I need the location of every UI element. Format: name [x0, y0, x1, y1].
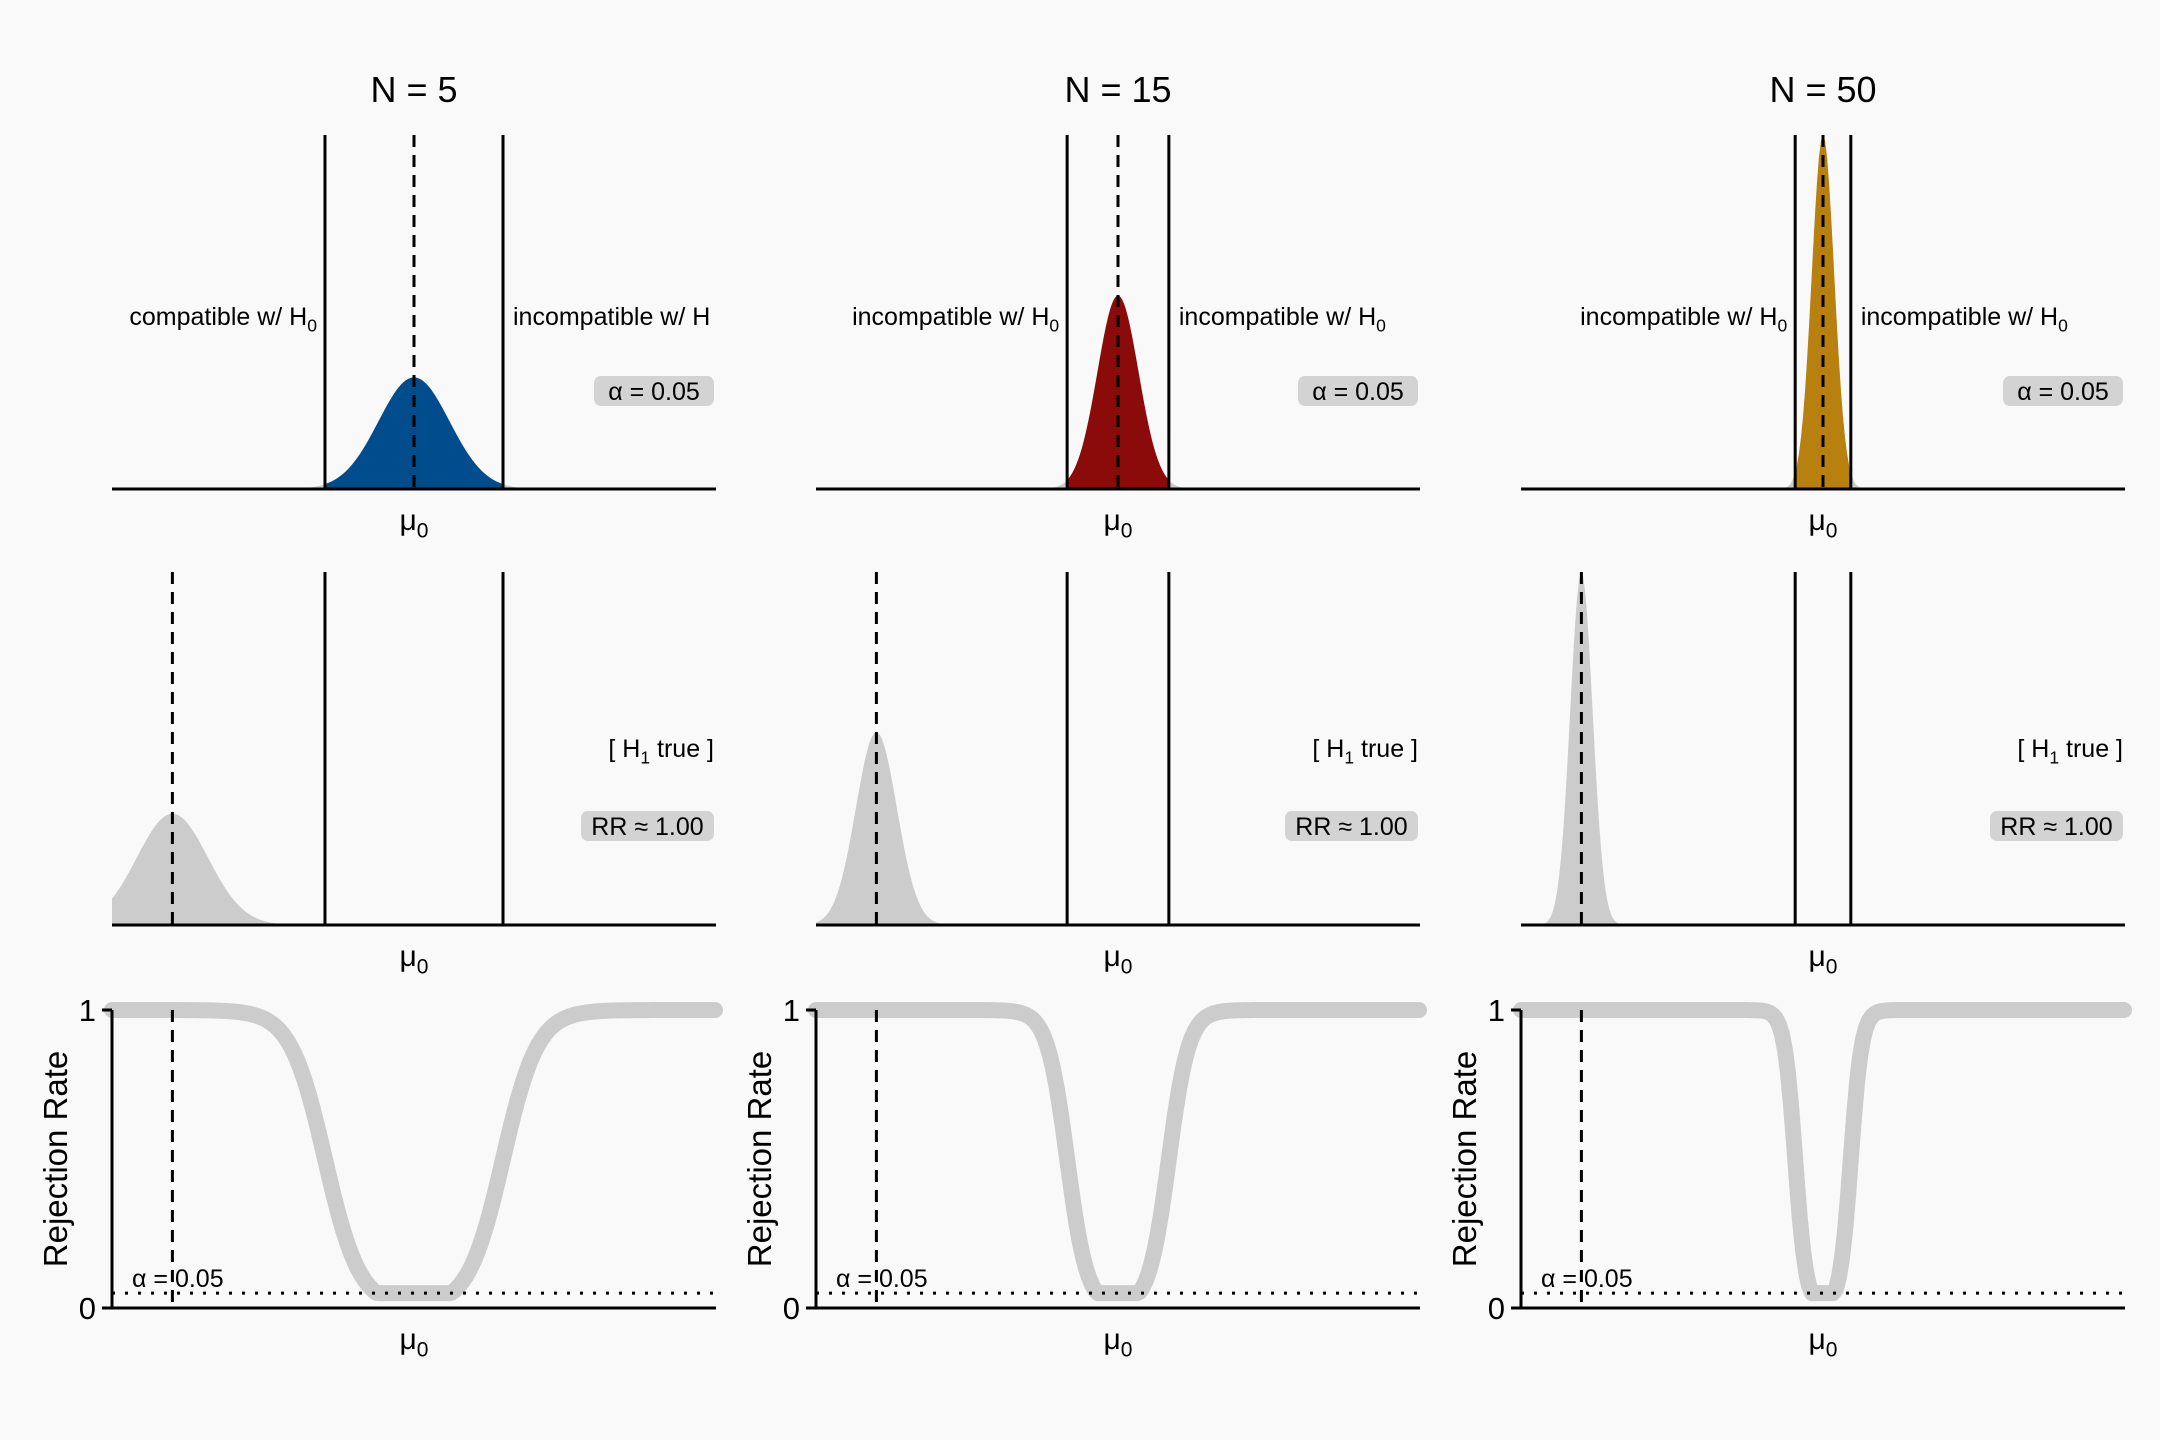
x-tick-label: μ0	[400, 940, 429, 979]
x-tick-label: μ0	[400, 504, 429, 543]
null-left-label: compatible w/ H0	[129, 303, 317, 335]
alpha-badge-bg	[594, 376, 714, 406]
h1-sampling-area	[1521, 572, 2125, 925]
alpha-line-label: α = 0.05	[1541, 1265, 1633, 1293]
panel-title: N = 15	[1064, 69, 1171, 110]
acceptance-area	[1067, 295, 1169, 489]
alpha-line-label: α = 0.05	[836, 1265, 928, 1293]
y-tick-label: 0	[79, 1291, 96, 1326]
y-axis-label: Rejection Rate	[1446, 1051, 1483, 1267]
null-right-label: incompatible w/ H0	[1179, 303, 1386, 335]
x-tick-label: μ0	[1809, 940, 1838, 979]
acceptance-area	[1795, 135, 1851, 489]
alpha-badge: α = 0.05	[2017, 378, 2109, 406]
rr-badge: RR ≈ 1.00	[591, 813, 703, 841]
alpha-badge: α = 0.05	[1312, 378, 1404, 406]
rr-badge-bg	[581, 811, 714, 841]
panel-title: N = 5	[370, 69, 457, 110]
y-axis-label: Rejection Rate	[741, 1051, 778, 1267]
x-tick-label: μ0	[1104, 504, 1133, 543]
h1-true-label: [ H1 true ]	[1312, 735, 1418, 767]
null-right-label: incompatible w/ H	[513, 303, 710, 331]
null-left-label: incompatible w/ H0	[852, 303, 1059, 335]
h1-true-label: [ H1 true ]	[2017, 735, 2123, 767]
x-tick-label: μ0	[1809, 504, 1838, 543]
y-tick-label: 1	[1488, 993, 1505, 1028]
panel-1: N = 5 μ0 compatible w/ H0 incompatible w/ H…	[37, 69, 723, 1362]
panel-2: N = 15 μ0 incompatible w/ H0 incompatible w…	[741, 69, 1427, 1362]
x-tick-label: μ0	[1809, 1323, 1838, 1362]
alpha-badge: α = 0.05	[608, 378, 700, 406]
null-right-label: incompatible w/ H0	[1861, 303, 2068, 335]
panels: N = 5 μ0 compatible w/ H0 incompatible w/ H…	[37, 69, 2132, 1362]
y-tick-label: 0	[1488, 1291, 1505, 1326]
h1-true-label: [ H1 true ]	[608, 735, 714, 767]
rr-badge: RR ≈ 1.00	[2000, 813, 2112, 841]
x-tick-label: μ0	[1104, 1323, 1133, 1362]
y-tick-label: 0	[783, 1291, 800, 1326]
alpha-badge-bg	[2003, 376, 2123, 406]
acceptance-area	[324, 377, 504, 489]
null-left-label: incompatible w/ H0	[1580, 303, 1787, 335]
y-axis-label: Rejection Rate	[37, 1051, 74, 1267]
rr-badge-bg	[1990, 811, 2123, 841]
panel-title: N = 50	[1769, 69, 1876, 110]
alpha-line-label: α = 0.05	[132, 1265, 224, 1293]
y-tick-label: 1	[783, 993, 800, 1028]
rr-badge-bg	[1285, 811, 1418, 841]
x-tick-label: μ0	[400, 1323, 429, 1362]
h1-sampling-area	[816, 732, 1420, 925]
y-tick-label: 1	[79, 993, 96, 1028]
rr-badge: RR ≈ 1.00	[1295, 813, 1407, 841]
panel-3: N = 50 μ0 incompatible w/ H0 incompatible w…	[1446, 69, 2132, 1362]
x-tick-label: μ0	[1104, 940, 1133, 979]
alpha-badge-bg	[1298, 376, 1418, 406]
